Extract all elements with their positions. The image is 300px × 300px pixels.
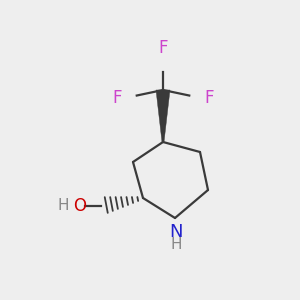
Polygon shape (156, 90, 170, 142)
Text: H: H (58, 199, 69, 214)
Text: O: O (73, 197, 86, 215)
Text: N: N (169, 223, 183, 241)
Text: F: F (158, 39, 168, 57)
Text: H: H (170, 237, 182, 252)
Text: F: F (112, 89, 122, 107)
Text: F: F (204, 89, 214, 107)
